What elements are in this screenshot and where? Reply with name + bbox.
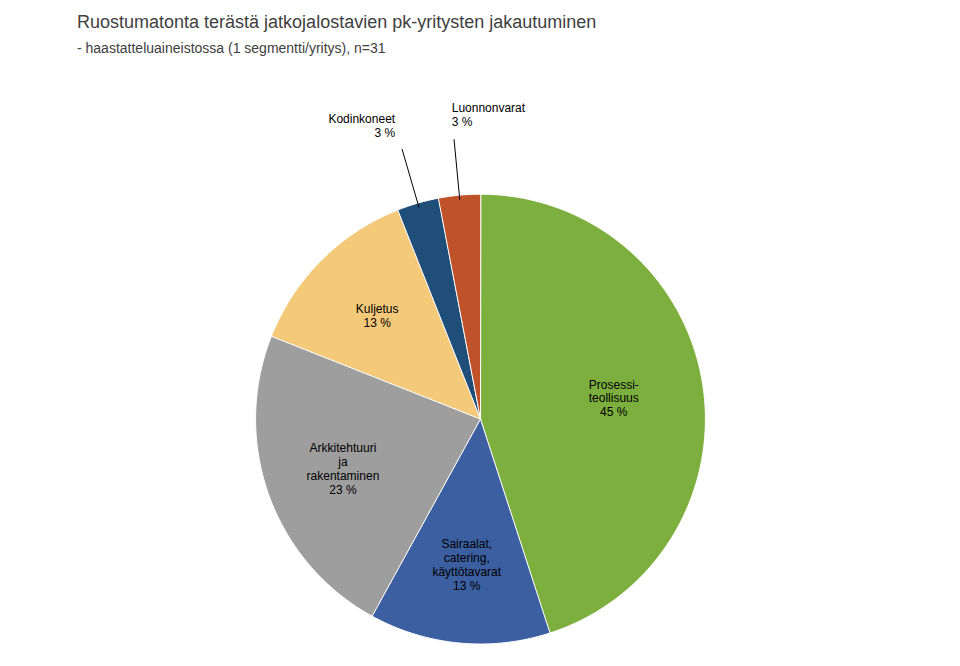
svg-text:Sairaalat,catering,käyttötavar: Sairaalat,catering,käyttötavarat13 % [432, 537, 501, 592]
svg-text:Kuljetus13 %: Kuljetus13 % [356, 302, 399, 330]
svg-text:Kodinkoneet3 %: Kodinkoneet3 % [328, 112, 395, 140]
svg-text:Prosessi-teollisuus45 %: Prosessi-teollisuus45 % [589, 378, 639, 420]
html-text:Ruostumatonta terästä jatkojal: Ruostumatonta terästä jatkojalostavien p… [77, 12, 597, 32]
html-text:- haastatteluaineistossa (1 se: - haastatteluaineistossa (1 segmentti/yr… [77, 40, 386, 56]
svg-text:Luonnonvarat3 %: Luonnonvarat3 % [452, 101, 526, 129]
svg-text:Arkkitehtuurijarakentaminen23: Arkkitehtuurijarakentaminen23 % [307, 441, 380, 496]
